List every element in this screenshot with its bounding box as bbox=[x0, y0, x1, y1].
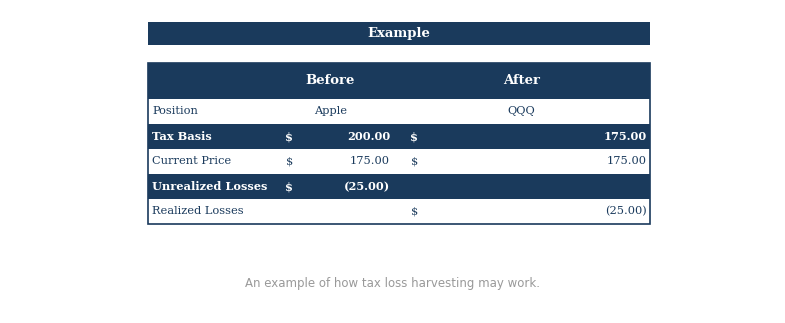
Text: Position: Position bbox=[152, 107, 198, 117]
Text: $: $ bbox=[411, 206, 418, 216]
FancyBboxPatch shape bbox=[148, 123, 650, 124]
Text: $: $ bbox=[285, 181, 293, 192]
Text: Current Price: Current Price bbox=[152, 157, 231, 166]
FancyBboxPatch shape bbox=[148, 199, 650, 224]
FancyBboxPatch shape bbox=[148, 174, 650, 199]
FancyBboxPatch shape bbox=[148, 124, 650, 149]
Text: 175.00: 175.00 bbox=[350, 157, 390, 166]
Text: Tax Basis: Tax Basis bbox=[152, 131, 212, 142]
Text: $: $ bbox=[286, 157, 293, 166]
Text: (25.00): (25.00) bbox=[344, 181, 390, 192]
FancyBboxPatch shape bbox=[148, 22, 650, 45]
FancyBboxPatch shape bbox=[148, 173, 650, 174]
Text: After: After bbox=[503, 75, 540, 88]
Text: $: $ bbox=[411, 157, 418, 166]
Text: Before: Before bbox=[306, 75, 355, 88]
Text: QQQ: QQQ bbox=[508, 107, 535, 117]
Text: (25.00): (25.00) bbox=[605, 206, 647, 217]
Text: Unrealized Losses: Unrealized Losses bbox=[152, 181, 268, 192]
FancyBboxPatch shape bbox=[148, 149, 650, 174]
Text: $: $ bbox=[410, 131, 418, 142]
Text: $: $ bbox=[285, 131, 293, 142]
Text: 200.00: 200.00 bbox=[347, 131, 390, 142]
FancyBboxPatch shape bbox=[148, 63, 650, 99]
Text: 175.00: 175.00 bbox=[604, 131, 647, 142]
Text: Apple: Apple bbox=[314, 107, 347, 117]
Text: 175.00: 175.00 bbox=[607, 157, 647, 166]
Text: Example: Example bbox=[367, 27, 430, 40]
Text: Realized Losses: Realized Losses bbox=[152, 206, 243, 216]
Text: An example of how tax loss harvesting may work.: An example of how tax loss harvesting ma… bbox=[245, 277, 540, 290]
FancyBboxPatch shape bbox=[148, 99, 650, 124]
